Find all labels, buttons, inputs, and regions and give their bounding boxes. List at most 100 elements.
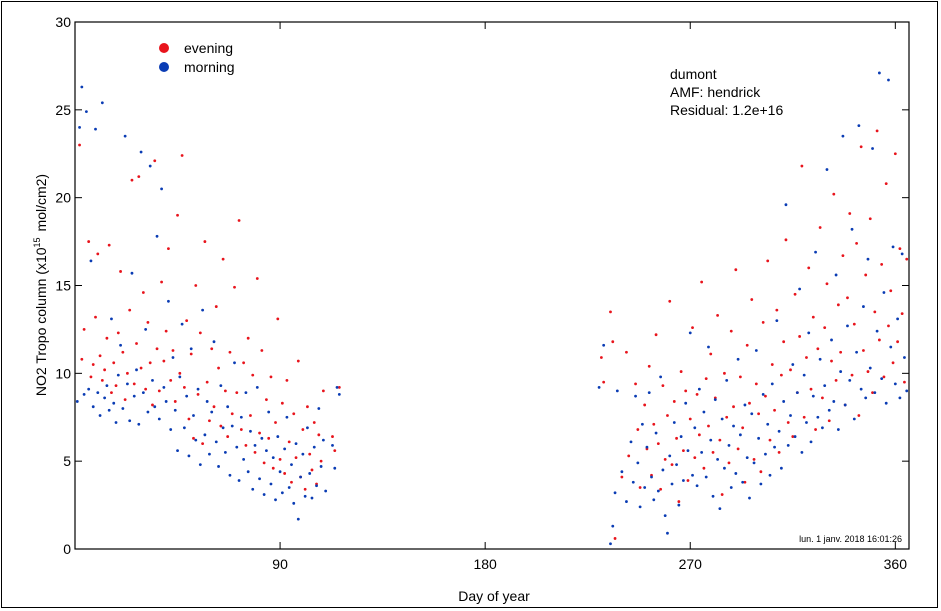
data-point-morning [337,393,341,396]
data-point-morning [196,387,200,391]
data-point-evening [903,380,906,384]
data-point-evening [212,405,216,409]
data-point-evening [823,326,827,330]
data-point-morning [729,486,733,489]
data-point-morning [713,398,717,402]
data-point-morning [135,368,138,372]
data-point-evening [160,280,163,284]
data-point-morning [759,482,763,486]
data-point-morning [866,257,870,261]
data-point-evening [162,359,166,363]
data-point-morning [219,384,223,388]
data-point-evening [294,456,298,460]
data-point-morning [896,317,900,321]
data-point-morning [659,375,663,379]
data-point-morning [862,305,865,308]
data-point-evening [310,468,314,472]
data-point-morning [645,445,649,449]
data-point-evening [736,447,740,451]
data-point-morning [237,479,241,482]
data-point-morning [317,407,321,410]
data-point-evening [686,479,690,482]
data-point-evening [759,470,763,474]
data-point-evening [800,164,804,168]
data-point-evening [880,263,884,266]
data-point-evening [151,403,154,407]
data-point-evening [100,378,104,382]
y-tick-label: 30 [55,14,71,30]
data-point-morning [251,487,255,491]
data-point-evening [846,296,849,300]
data-point-evening [269,375,273,379]
data-point-morning [287,486,291,489]
data-point-evening [278,458,282,461]
data-point-morning [285,415,289,419]
data-point-evening [720,493,724,496]
data-point-evening [239,428,243,431]
data-point-evening [675,436,678,440]
data-point-morning [155,234,159,238]
data-point-morning [167,299,170,303]
data-point-evening [187,417,191,421]
data-point-evening [807,266,811,270]
data-point-morning [173,408,177,412]
data-point-evening [679,370,683,373]
data-point-evening [834,378,838,382]
data-point-morning [686,449,690,453]
data-point-morning [91,405,95,409]
data-point-morning [661,468,665,472]
data-point-morning [784,203,788,207]
data-point-morning [126,382,129,386]
data-point-morning [834,273,838,277]
data-point-morning [310,496,314,500]
data-point-morning [656,489,660,493]
data-point-evening [98,354,102,358]
data-point-morning [128,419,132,423]
data-point-evening [738,375,742,379]
data-point-evening [290,480,293,484]
y-tick-label: 20 [55,190,71,206]
data-point-morning [280,491,284,495]
data-point-evening [654,333,658,337]
annotation-residual: Residual: 1.2e+16 [670,102,783,118]
data-point-evening [157,389,161,393]
data-point-evening [663,458,667,461]
data-point-morning [210,410,214,414]
data-point-evening [656,442,660,445]
data-point-evening [761,320,765,324]
data-point-morning [754,349,758,352]
x-tick-label: 180 [473,556,497,572]
data-point-morning [301,452,305,456]
data-point-morning [725,378,729,382]
data-point-morning [761,393,765,396]
data-point-evening [627,454,631,458]
data-point-morning [905,389,909,393]
data-point-morning [857,124,861,128]
data-point-morning [269,482,273,486]
data-point-morning [303,494,307,498]
data-point-morning [242,458,246,461]
data-point-morning [766,422,770,426]
data-point-morning [743,403,747,407]
data-point-morning [791,363,795,366]
timestamp-label: lun. 1 janv. 2018 16:01:26 [799,534,902,544]
data-point-morning [255,385,259,389]
data-point-morning [611,524,615,528]
data-point-morning [212,340,216,344]
data-point-morning [634,394,637,398]
data-point-morning [258,477,261,481]
data-point-morning [130,271,134,275]
data-point-morning [239,415,243,419]
data-point-evening [274,421,277,424]
data-point-morning [178,375,182,379]
data-point-morning [688,331,692,335]
data-point-evening [602,380,606,384]
data-point-morning [176,449,179,453]
data-point-evening [821,396,824,400]
data-point-evening [110,391,113,395]
data-point-evening [233,285,236,289]
data-point-evening [210,347,214,351]
data-point-evening [301,428,305,431]
data-point-evening [896,340,900,344]
x-tick-label: 90 [272,556,288,572]
